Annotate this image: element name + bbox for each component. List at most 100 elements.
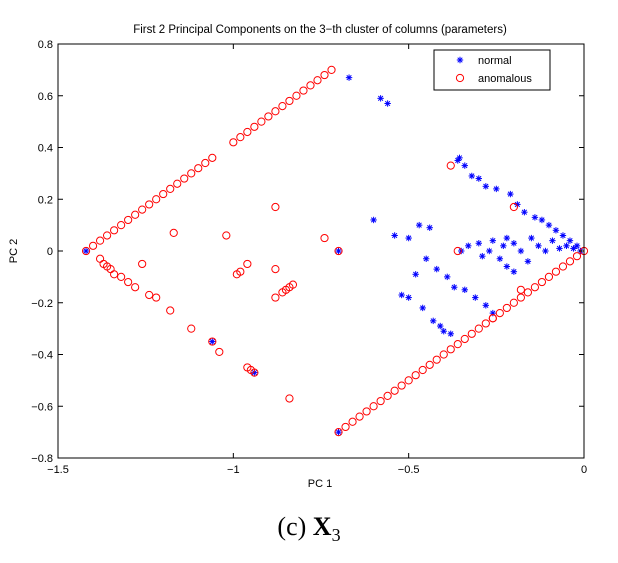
data-point-normal (405, 234, 412, 242)
data-point-normal (486, 247, 493, 255)
data-point-normal (377, 95, 384, 102)
data-point-anomalous (334, 246, 343, 256)
data-point-anomalous (117, 221, 126, 230)
data-point-normal (430, 317, 437, 325)
data-point-anomalous (166, 184, 175, 193)
data-point-anomalous (292, 91, 301, 100)
data-point-anomalous (327, 65, 336, 74)
data-point-anomalous (383, 391, 392, 400)
plot-frame (57, 43, 585, 459)
data-point-normal (535, 242, 542, 250)
data-point-normal (489, 237, 497, 244)
data-point-anomalous (446, 345, 455, 354)
data-point-normal (545, 221, 553, 229)
data-point-normal (461, 286, 468, 294)
legend-marker-anomalous (455, 73, 465, 83)
data-point-normal (440, 328, 447, 335)
x-tick-label: −1.5 (47, 464, 69, 476)
plot-area (81, 65, 589, 437)
data-point-anomalous (138, 205, 147, 214)
data-point-anomalous (229, 138, 238, 147)
legend-label-anomalous: anomalous (478, 73, 532, 85)
data-point-normal (556, 245, 563, 252)
data-point-normal (503, 234, 511, 242)
data-point-normal (444, 273, 451, 281)
data-point-anomalous (145, 200, 154, 209)
data-point-normal (482, 183, 490, 190)
data-point-normal (521, 208, 528, 216)
data-point-anomalous (187, 324, 196, 333)
data-point-normal (549, 237, 556, 244)
data-point-normal (468, 172, 475, 180)
data-point-anomalous (110, 270, 119, 279)
data-point-anomalous (495, 309, 504, 318)
data-point-normal (412, 271, 419, 278)
data-point-anomalous (288, 280, 298, 289)
data-point-normal (517, 247, 525, 255)
data-point-anomalous (404, 376, 413, 385)
data-point-anomalous (285, 394, 294, 403)
caption-prefix: (c) (277, 512, 307, 541)
data-point-normal (335, 247, 342, 255)
data-point-anomalous (159, 189, 168, 199)
data-point-normal (573, 242, 581, 250)
data-point-anomalous (95, 254, 105, 263)
data-point-anomalous (369, 402, 378, 411)
data-point-normal (82, 247, 90, 255)
axes-layer: −1.5 −1 −0.5 0 −0.8 −0.6 −0.4 −0.2 0 0.2 0.4 0.6 0.8 (31, 39, 587, 476)
data-point-anomalous (509, 202, 518, 212)
data-point-normal (335, 428, 342, 436)
data-point-anomalous (502, 303, 511, 313)
data-point-anomalous (488, 314, 497, 323)
data-point-normal (437, 322, 444, 330)
data-point-anomalous (180, 174, 189, 183)
data-point-anomalous (131, 283, 140, 292)
data-point-normal (566, 237, 574, 244)
data-point-anomalous (173, 179, 182, 188)
data-point-anomalous (102, 231, 112, 240)
x-axis-label: PC 1 (308, 478, 332, 490)
data-point-normal (496, 255, 504, 262)
data-point-anomalous (558, 262, 568, 271)
data-point-anomalous (208, 153, 217, 162)
y-tick-label: 0.8 (38, 39, 53, 51)
data-point-anomalous (481, 319, 490, 328)
data-point-anomalous (278, 102, 287, 111)
data-point-normal (475, 240, 482, 247)
data-point-anomalous (418, 365, 427, 375)
data-point-anomalous (271, 107, 280, 116)
data-point-anomalous (453, 246, 462, 256)
data-point-normal (447, 330, 454, 337)
data-point-anomalous (397, 381, 406, 390)
data-point-anomalous (453, 340, 462, 349)
data-point-anomalous (474, 324, 483, 333)
data-point-anomalous (362, 407, 371, 416)
data-point-anomalous (145, 290, 154, 300)
legend-box (433, 49, 551, 91)
data-point-normal (461, 162, 468, 169)
data-point-normal (405, 294, 412, 301)
data-point-anomalous (565, 257, 575, 266)
data-point-anomalous (551, 267, 561, 276)
data-point-anomalous (516, 285, 525, 294)
data-point-anomalous (285, 96, 294, 106)
y-tick-label: −0.4 (31, 350, 53, 362)
y-tick-label: −0.8 (31, 453, 53, 465)
data-point-normal (391, 232, 398, 239)
y-axis-label: PC 2 (8, 239, 20, 263)
data-point-anomalous (250, 368, 259, 377)
data-point-anomalous (124, 215, 133, 225)
data-point-anomalous (271, 293, 280, 302)
x-tick-label: 0 (581, 464, 587, 476)
data-point-anomalous (138, 259, 147, 269)
data-point-anomalous (194, 164, 203, 173)
data-point-normal (209, 338, 216, 345)
data-point-anomalous (313, 76, 322, 85)
data-point-anomalous (530, 283, 540, 292)
x-tick-label: −0.5 (398, 464, 420, 476)
data-point-normal (552, 227, 560, 234)
data-point-normal (465, 242, 472, 250)
data-point-anomalous (243, 127, 252, 137)
data-point-anomalous (124, 277, 133, 287)
